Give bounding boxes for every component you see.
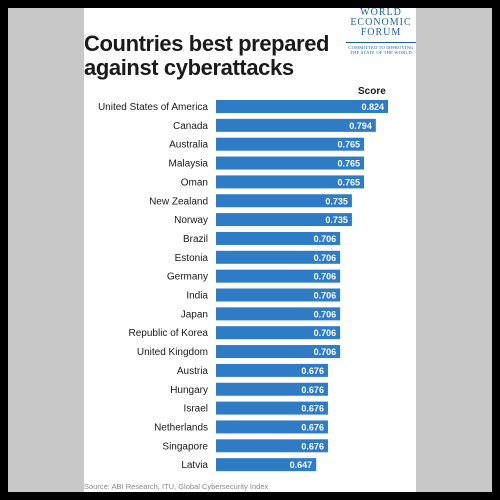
bar — [216, 175, 365, 189]
bar — [216, 401, 328, 415]
infographic-card: Countries best prepared against cyberatt… — [84, 8, 416, 492]
bar — [216, 213, 352, 227]
category-label: United States of America — [98, 102, 208, 113]
value-label: 0.706 — [314, 253, 337, 263]
bar — [216, 118, 376, 132]
category-label: India — [186, 291, 208, 302]
category-label: Estonia — [175, 253, 209, 264]
value-label: 0.706 — [314, 309, 337, 319]
category-label: New Zealand — [149, 196, 208, 207]
bar — [216, 194, 352, 208]
bar — [216, 363, 328, 377]
category-label: Israel — [184, 404, 208, 415]
value-label: 0.735 — [325, 215, 348, 225]
category-label: Malaysia — [169, 159, 209, 170]
logo-line-1: WORLD — [360, 8, 402, 18]
bar — [216, 439, 328, 453]
left-margin-panel — [8, 8, 84, 492]
category-label: Germany — [167, 272, 208, 283]
value-label: 0.676 — [301, 441, 324, 451]
score-column-header: Score — [358, 86, 386, 97]
value-label: 0.706 — [314, 291, 337, 301]
category-label: Singapore — [162, 441, 208, 452]
chart-title: Countries best prepared against cyberatt… — [84, 31, 330, 80]
value-label: 0.676 — [301, 366, 324, 376]
value-label: 0.765 — [338, 159, 361, 169]
bar — [216, 307, 341, 321]
category-label: Japan — [181, 309, 208, 320]
category-label: United Kingdom — [137, 347, 208, 358]
bar — [216, 156, 365, 170]
category-label: Latvia — [181, 460, 208, 471]
value-label: 0.706 — [314, 328, 337, 338]
value-label: 0.676 — [301, 422, 324, 432]
category-label: Hungary — [170, 385, 208, 396]
logo-line-3: FORUM — [360, 27, 402, 38]
value-label: 0.765 — [338, 177, 361, 187]
category-label: Norway — [174, 215, 208, 226]
bar-chart: United States of America 0.824 Canada 0.794… — [98, 100, 388, 472]
bar — [216, 382, 328, 396]
value-label: 0.824 — [361, 102, 384, 112]
bar — [216, 345, 341, 359]
right-margin-panel — [416, 8, 492, 492]
category-label: Oman — [181, 177, 208, 188]
wef-logo: WORLD ECONOMIC FORUM COMMITTED TO IMPROV… — [346, 8, 416, 55]
category-label: Austria — [177, 366, 209, 377]
bar — [216, 269, 341, 283]
category-label: Netherlands — [154, 422, 208, 433]
value-label: 0.706 — [314, 272, 337, 282]
value-label: 0.765 — [338, 140, 361, 150]
logo-tagline: COMMITTED TO IMPROVING THE STATE OF THE … — [346, 42, 416, 55]
category-label: Australia — [169, 140, 208, 151]
source-note: Source: ABI Research, ITU, Global Cybers… — [84, 482, 269, 491]
bar — [216, 250, 341, 264]
value-label: 0.706 — [314, 234, 337, 244]
bar — [216, 326, 341, 340]
value-label: 0.735 — [325, 196, 348, 206]
value-label: 0.706 — [314, 347, 337, 357]
bar — [216, 100, 388, 113]
category-label: Republic of Korea — [129, 328, 209, 339]
category-label: Canada — [173, 121, 208, 132]
logo-line-2: ECONOMIC — [350, 17, 412, 28]
value-label: 0.676 — [301, 385, 324, 395]
bar — [216, 137, 365, 151]
value-label: 0.794 — [349, 121, 372, 131]
bar — [216, 420, 328, 434]
bar — [216, 458, 317, 472]
value-label: 0.676 — [301, 404, 324, 414]
category-label: Brazil — [183, 234, 208, 245]
bar — [216, 288, 341, 302]
bar — [216, 231, 341, 245]
value-label: 0.647 — [290, 460, 313, 470]
